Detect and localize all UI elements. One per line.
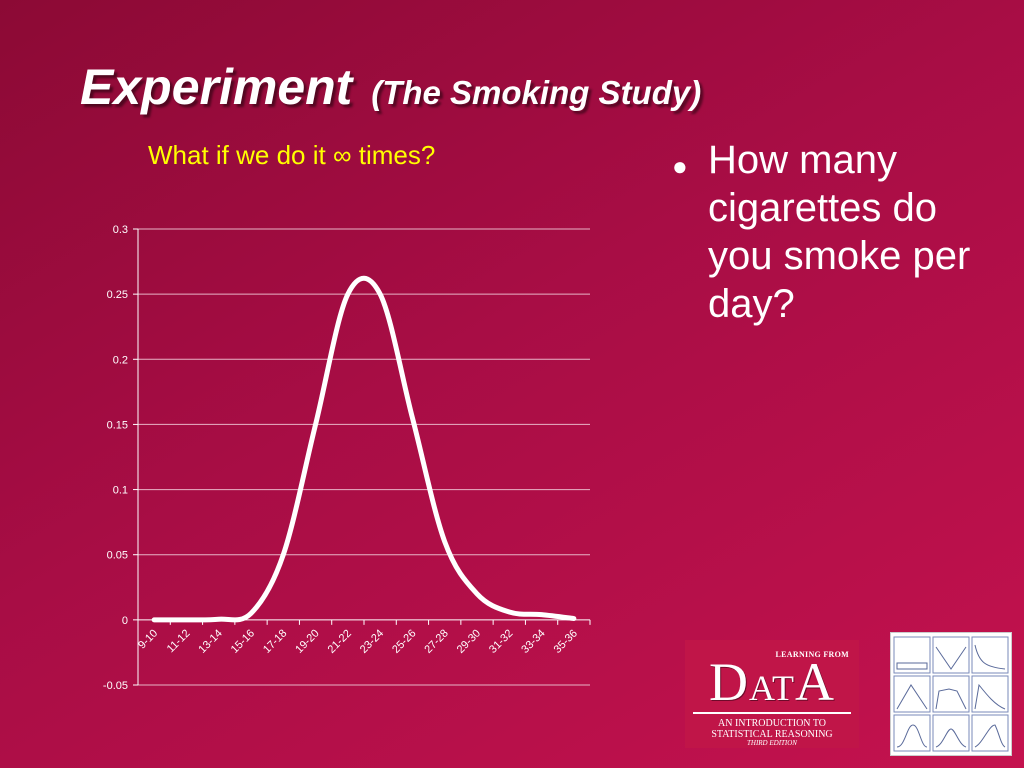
bell-shape-icon <box>896 724 928 748</box>
v-shape-icon <box>935 646 967 670</box>
x-tick-label-13: 35-36 <box>552 627 580 655</box>
y-tick-label-0: 0.3 <box>113 224 128 236</box>
logo-line-3: THIRD EDITION <box>747 739 797 747</box>
learning-from-data-logo: LEARNING FROM DATA AN INTRODUCTION TO ST… <box>685 640 859 748</box>
x-tick-label-11: 31-32 <box>487 627 515 655</box>
logo-letters-at: AT <box>749 668 795 708</box>
logo-top-text: LEARNING FROM <box>775 650 849 659</box>
y-tick-label-5: 0.05 <box>107 550 128 562</box>
logo-line-2: STATISTICAL REASONING <box>711 729 833 740</box>
plateau-shape-icon <box>935 688 967 710</box>
logo-big-word: DATA <box>685 652 859 718</box>
cover-cell-3 <box>971 636 1009 674</box>
axes <box>137 229 591 685</box>
y-tick-label-4: 0.1 <box>113 485 128 497</box>
distribution-icons-grid <box>893 636 1009 752</box>
skew-shape-icon <box>974 683 1006 710</box>
logo-letter-a: A <box>795 652 835 712</box>
x-tick-label-0: 9-10 <box>136 627 160 651</box>
x-tick-label-7: 23-24 <box>358 627 386 655</box>
logo-line-1: AN INTRODUCTION TO <box>718 718 826 729</box>
x-tick-label-10: 29-30 <box>455 627 483 655</box>
triangle-shape-icon <box>896 684 928 710</box>
cover-cell-7 <box>893 714 931 752</box>
bullet-icon: ● <box>672 151 688 181</box>
cover-cell-5 <box>932 675 970 713</box>
cover-cell-8 <box>932 714 970 752</box>
bullet-question: How many cigarettes do you smoke per day… <box>708 138 971 326</box>
x-tick-label-6: 21-22 <box>326 627 354 655</box>
x-tick-label-12: 33-34 <box>519 627 547 655</box>
cover-cell-4 <box>893 675 931 713</box>
bullet-list: ● How many cigarettes do you smoke per d… <box>672 136 992 328</box>
y-tick-label-6: 0 <box>122 615 128 627</box>
x-tick-label-9: 27-28 <box>422 627 450 655</box>
y-tick-label-2: 0.2 <box>113 354 128 366</box>
book-cover-thumbnail <box>890 632 1012 756</box>
y-tick-labels: 0.3 0.25 0.2 0.15 0.1 0.05 0 -0.05 <box>103 224 128 692</box>
y-tick-label-1: 0.25 <box>107 289 128 301</box>
y-tick-label-3: 0.15 <box>107 419 128 431</box>
cover-cell-1 <box>893 636 931 674</box>
left-skew-shape-icon <box>974 724 1006 748</box>
cover-cell-6 <box>971 675 1009 713</box>
logo-divider <box>693 712 851 714</box>
title-sub: (The Smoking Study) <box>371 74 702 111</box>
bell-narrow-shape-icon <box>935 728 967 748</box>
decay-shape-icon <box>974 644 1006 670</box>
uniform-shape-icon <box>896 662 928 670</box>
x-tick-label-3: 15-16 <box>229 627 257 655</box>
grid-lines <box>133 228 590 686</box>
chart-subtitle: What if we do it ∞ times? <box>148 140 436 170</box>
slide-title: Experiment (The Smoking Study) <box>80 58 701 116</box>
logo-letter-d: D <box>709 652 749 712</box>
x-tick-label-2: 13-14 <box>196 627 224 655</box>
cover-cell-9 <box>971 714 1009 752</box>
x-tick-label-8: 25-26 <box>390 627 418 655</box>
x-tick-label-5: 19-20 <box>293 627 321 655</box>
x-tick-label-4: 17-18 <box>261 627 289 655</box>
y-tick-label-7: -0.05 <box>103 680 128 692</box>
x-tick-labels: 9-10 11-12 13-14 15-16 17-18 19-20 21-22 23-24 2… <box>136 627 580 655</box>
cover-cell-2 <box>932 636 970 674</box>
x-tick-label-1: 11-12 <box>165 627 193 655</box>
title-main: Experiment <box>80 59 353 115</box>
series-line <box>151 275 577 623</box>
